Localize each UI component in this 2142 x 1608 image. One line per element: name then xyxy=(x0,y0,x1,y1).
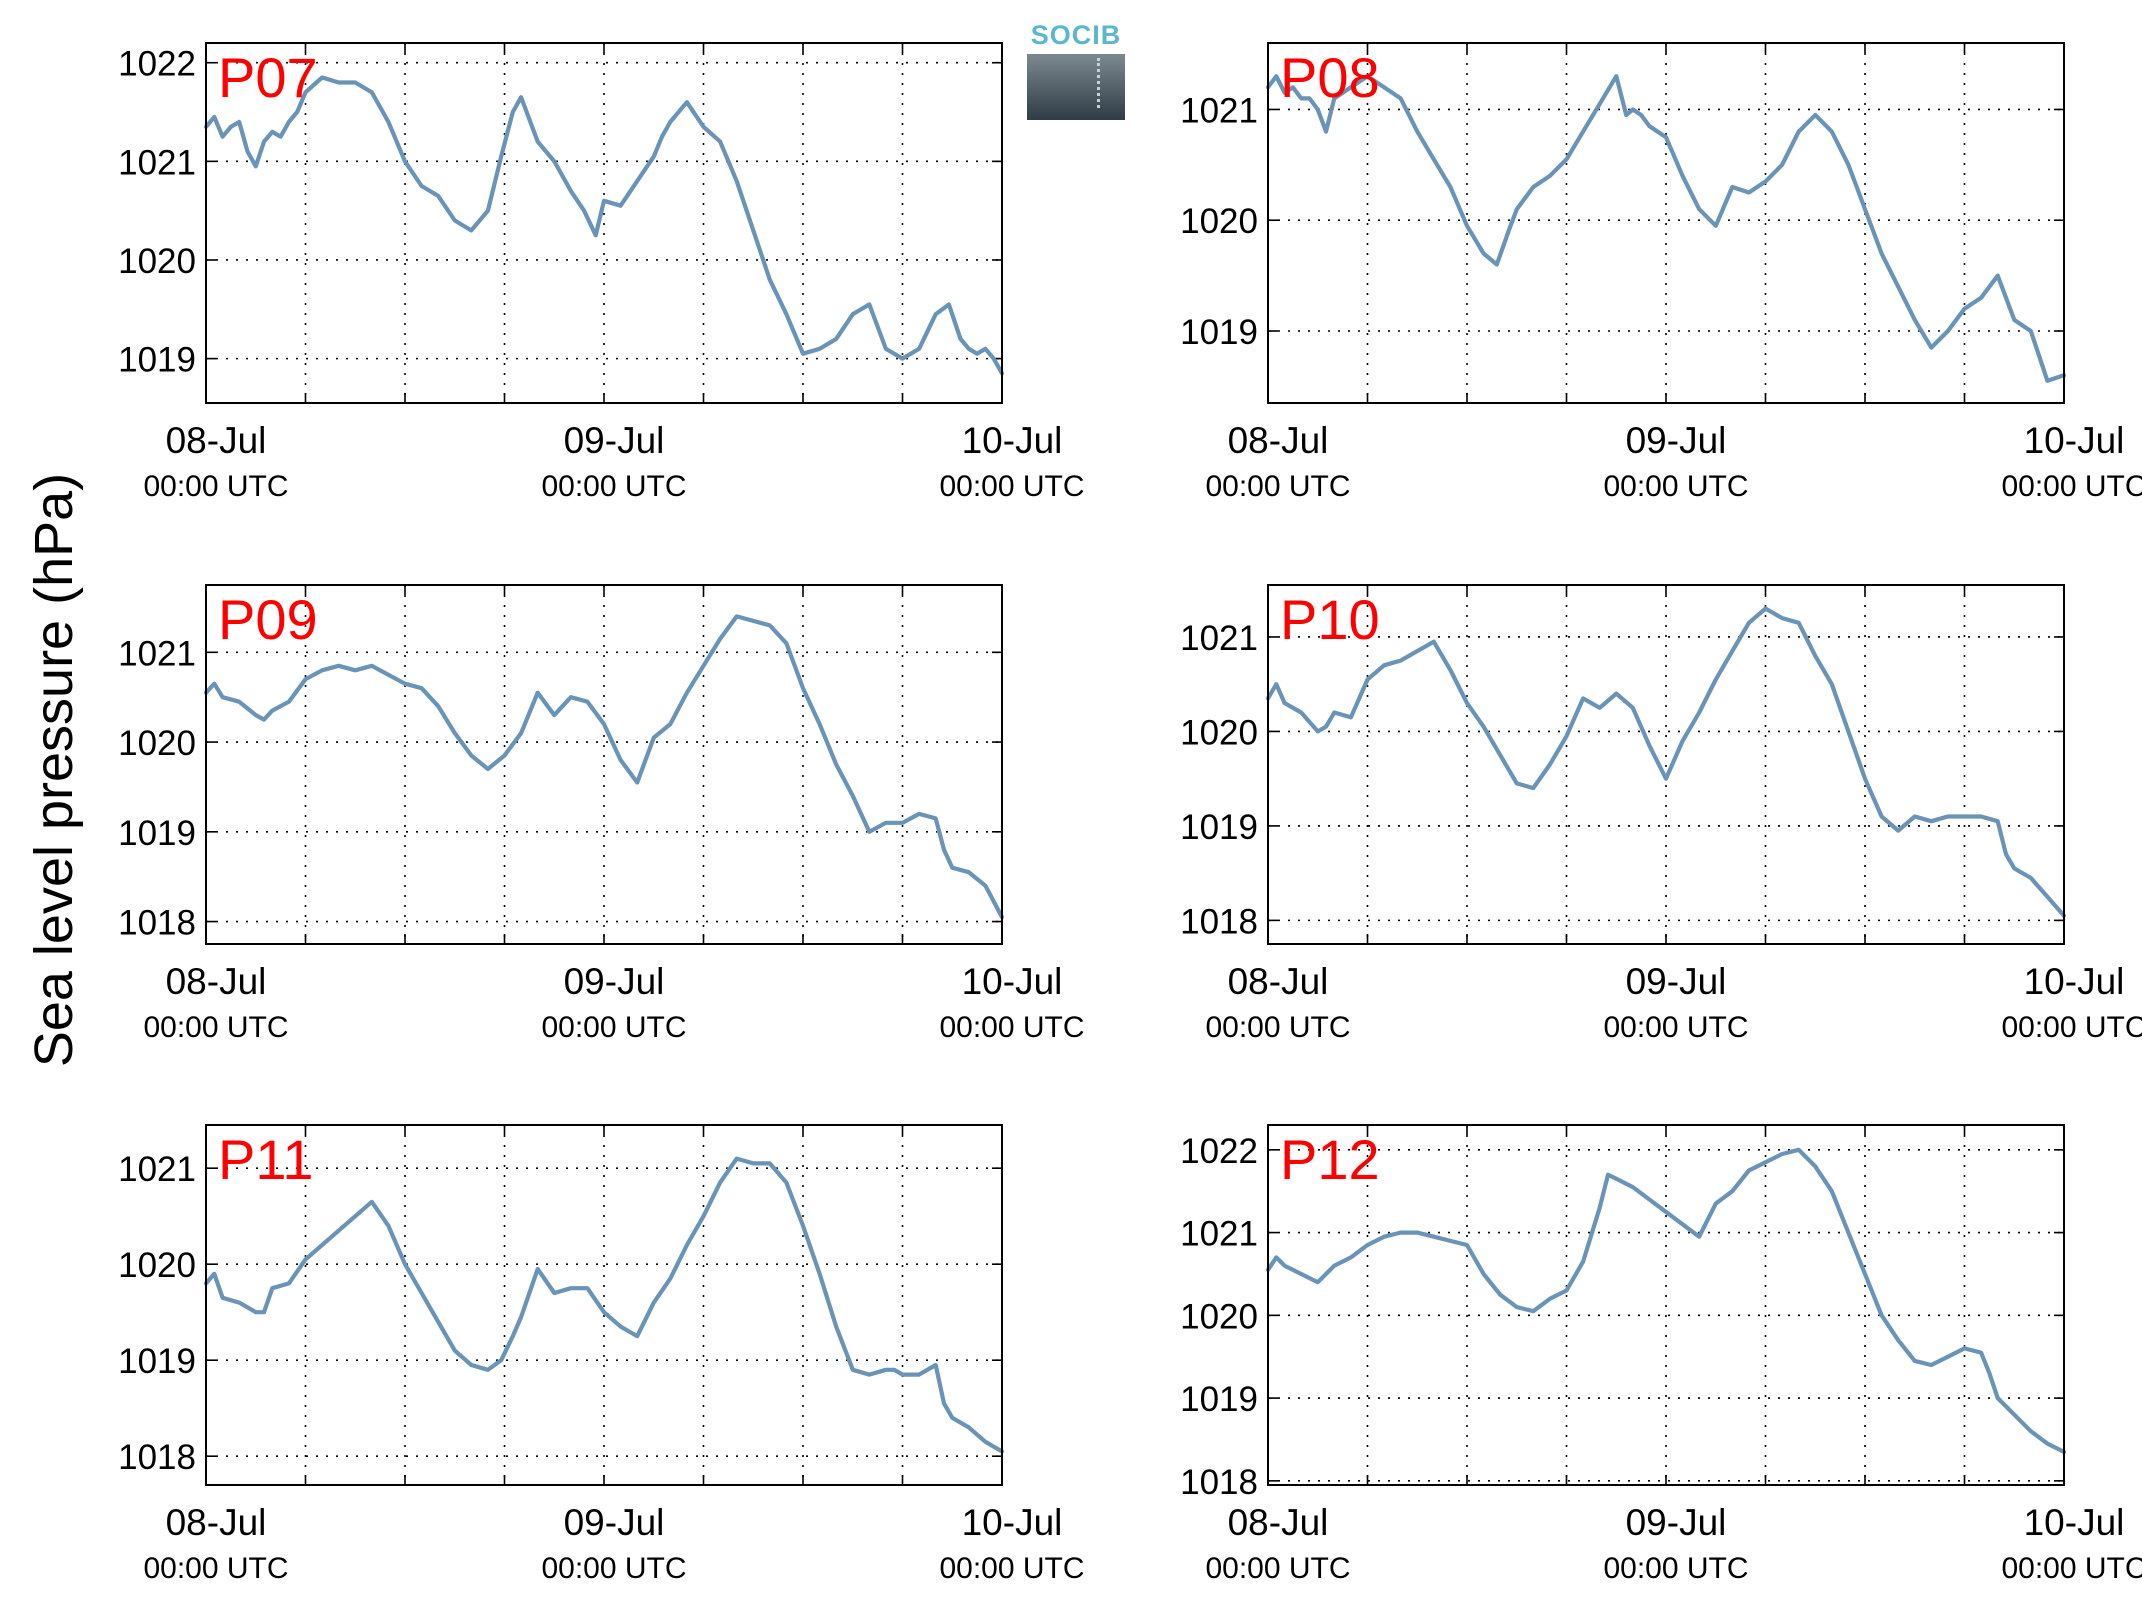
socib-logo: SOCIB xyxy=(1027,20,1125,120)
panel-p09: 1018 1019 1020 1021 P09 08-Jul 00:00 UTC 09-Jul… xyxy=(118,584,1085,1044)
panel-p10: 1018 1019 1020 1021 P10 08-Jul 00:00 UTC 09-Jul… xyxy=(1180,584,2142,1044)
x-tick-date-label: 09-Jul xyxy=(1626,961,1727,1002)
x-tick-date-label: 10-Jul xyxy=(2024,961,2125,1002)
x-tick-date-label: 10-Jul xyxy=(2024,1502,2125,1543)
y-tick-label: 1021 xyxy=(1180,91,1258,130)
panel-p08: 1019 1020 1021 P08 08-Jul 00:00 UTC 09-Jul 00:0… xyxy=(1180,42,2142,503)
x-tick-date-label: 09-Jul xyxy=(1626,1502,1727,1543)
x-tick-time-label: 00:00 UTC xyxy=(2001,1552,2142,1585)
plot-area xyxy=(1268,585,2064,944)
panel-p11: 1018 1019 1020 1021 P11 08-Jul 00:00 UTC 09-Jul… xyxy=(118,1124,1085,1585)
y-tick-label: 1019 xyxy=(118,1342,196,1381)
station-label: P08 xyxy=(1280,46,1380,109)
x-tick-time-label: 00:00 UTC xyxy=(939,1552,1084,1585)
y-tick-label: 1018 xyxy=(118,904,196,943)
x-tick-time-label: 00:00 UTC xyxy=(939,470,1084,503)
series-line xyxy=(1265,1147,2067,1454)
x-tick-time-label: 00:00 UTC xyxy=(541,1011,686,1044)
x-tick-time-label: 00:00 UTC xyxy=(1205,1552,1350,1585)
plot-frame xyxy=(205,584,1003,945)
y-tick-label: 1018 xyxy=(1180,1463,1258,1502)
plot-frame xyxy=(1267,1124,2065,1486)
station-label: P10 xyxy=(1280,588,1380,651)
y-tick-label: 1021 xyxy=(118,143,196,182)
series-line xyxy=(203,614,1005,920)
y-tick-label: 1021 xyxy=(1180,619,1258,658)
station-label: P07 xyxy=(218,46,318,109)
panel-p07: 1019 1020 1021 1022 P07 08-Jul 00:00 UTC 09-Jul… xyxy=(118,42,1085,503)
x-tick-time-label: 00:00 UTC xyxy=(2001,1011,2142,1044)
y-tick-label: 1018 xyxy=(118,1438,196,1477)
x-tick-time-label: 00:00 UTC xyxy=(2001,470,2142,503)
station-label: P09 xyxy=(218,588,318,651)
x-tick-date-label: 09-Jul xyxy=(564,1502,665,1543)
x-tick-time-label: 00:00 UTC xyxy=(143,470,288,503)
y-tick-label: 1019 xyxy=(118,814,196,853)
logo-text: SOCIB xyxy=(1030,20,1122,50)
y-tick-label: 1021 xyxy=(118,634,196,673)
x-tick-time-label: 00:00 UTC xyxy=(541,1552,686,1585)
x-tick-time-label: 00:00 UTC xyxy=(939,1011,1084,1044)
x-tick-date-label: 08-Jul xyxy=(166,420,267,461)
y-tick-label: 1020 xyxy=(1180,202,1258,241)
plot-frame xyxy=(1267,584,2065,945)
y-tick-label: 1022 xyxy=(1180,1132,1258,1171)
x-tick-date-label: 08-Jul xyxy=(1228,420,1329,461)
x-tick-time-label: 00:00 UTC xyxy=(143,1011,288,1044)
x-tick-date-label: 09-Jul xyxy=(564,961,665,1002)
plot-frame xyxy=(205,1124,1003,1486)
series-line xyxy=(1265,606,2067,918)
x-tick-date-label: 08-Jul xyxy=(1228,1502,1329,1543)
y-tick-label: 1020 xyxy=(1180,1297,1258,1336)
x-tick-date-label: 09-Jul xyxy=(1626,420,1727,461)
y-tick-label: 1020 xyxy=(118,242,196,281)
y-tick-label: 1022 xyxy=(118,45,196,84)
series-line xyxy=(203,1156,1005,1454)
y-tick-label: 1019 xyxy=(1180,1380,1258,1419)
y-tick-label: 1020 xyxy=(118,1246,196,1285)
x-tick-date-label: 08-Jul xyxy=(1228,961,1329,1002)
x-tick-date-label: 10-Jul xyxy=(962,1502,1063,1543)
x-tick-date-label: 08-Jul xyxy=(166,1502,267,1543)
x-tick-time-label: 00:00 UTC xyxy=(1603,1552,1748,1585)
x-tick-time-label: 00:00 UTC xyxy=(1603,470,1748,503)
x-tick-date-label: 10-Jul xyxy=(962,420,1063,461)
logo-graphic xyxy=(1027,54,1125,120)
series-line xyxy=(203,75,1005,376)
x-tick-date-label: 08-Jul xyxy=(166,961,267,1002)
y-tick-label: 1019 xyxy=(1180,808,1258,847)
station-label: P12 xyxy=(1280,1128,1380,1191)
y-tick-label: 1019 xyxy=(1180,313,1258,352)
y-tick-label: 1020 xyxy=(118,724,196,763)
station-label: P11 xyxy=(218,1128,313,1191)
panel-p12: 1018 1019 1020 1021 1022 P12 08-Jul 00:00 UTC 09… xyxy=(1180,1124,2142,1585)
logo-dots xyxy=(1097,58,1100,108)
plot-area xyxy=(206,585,1002,944)
x-tick-time-label: 00:00 UTC xyxy=(1205,1011,1350,1044)
plot-frame xyxy=(1267,42,2065,404)
series-line xyxy=(1265,74,2067,383)
y-tick-label: 1021 xyxy=(118,1150,196,1189)
y-tick-label: 1018 xyxy=(1180,902,1258,941)
x-tick-time-label: 00:00 UTC xyxy=(541,470,686,503)
y-tick-label: 1020 xyxy=(1180,713,1258,752)
x-tick-time-label: 00:00 UTC xyxy=(1603,1011,1748,1044)
x-tick-date-label: 10-Jul xyxy=(2024,420,2125,461)
x-tick-time-label: 00:00 UTC xyxy=(1205,470,1350,503)
x-tick-time-label: 00:00 UTC xyxy=(143,1552,288,1585)
y-tick-label: 1021 xyxy=(1180,1215,1258,1254)
plot-frame xyxy=(205,42,1003,404)
x-tick-date-label: 10-Jul xyxy=(962,961,1063,1002)
y-tick-label: 1019 xyxy=(118,341,196,380)
x-tick-date-label: 09-Jul xyxy=(564,420,665,461)
